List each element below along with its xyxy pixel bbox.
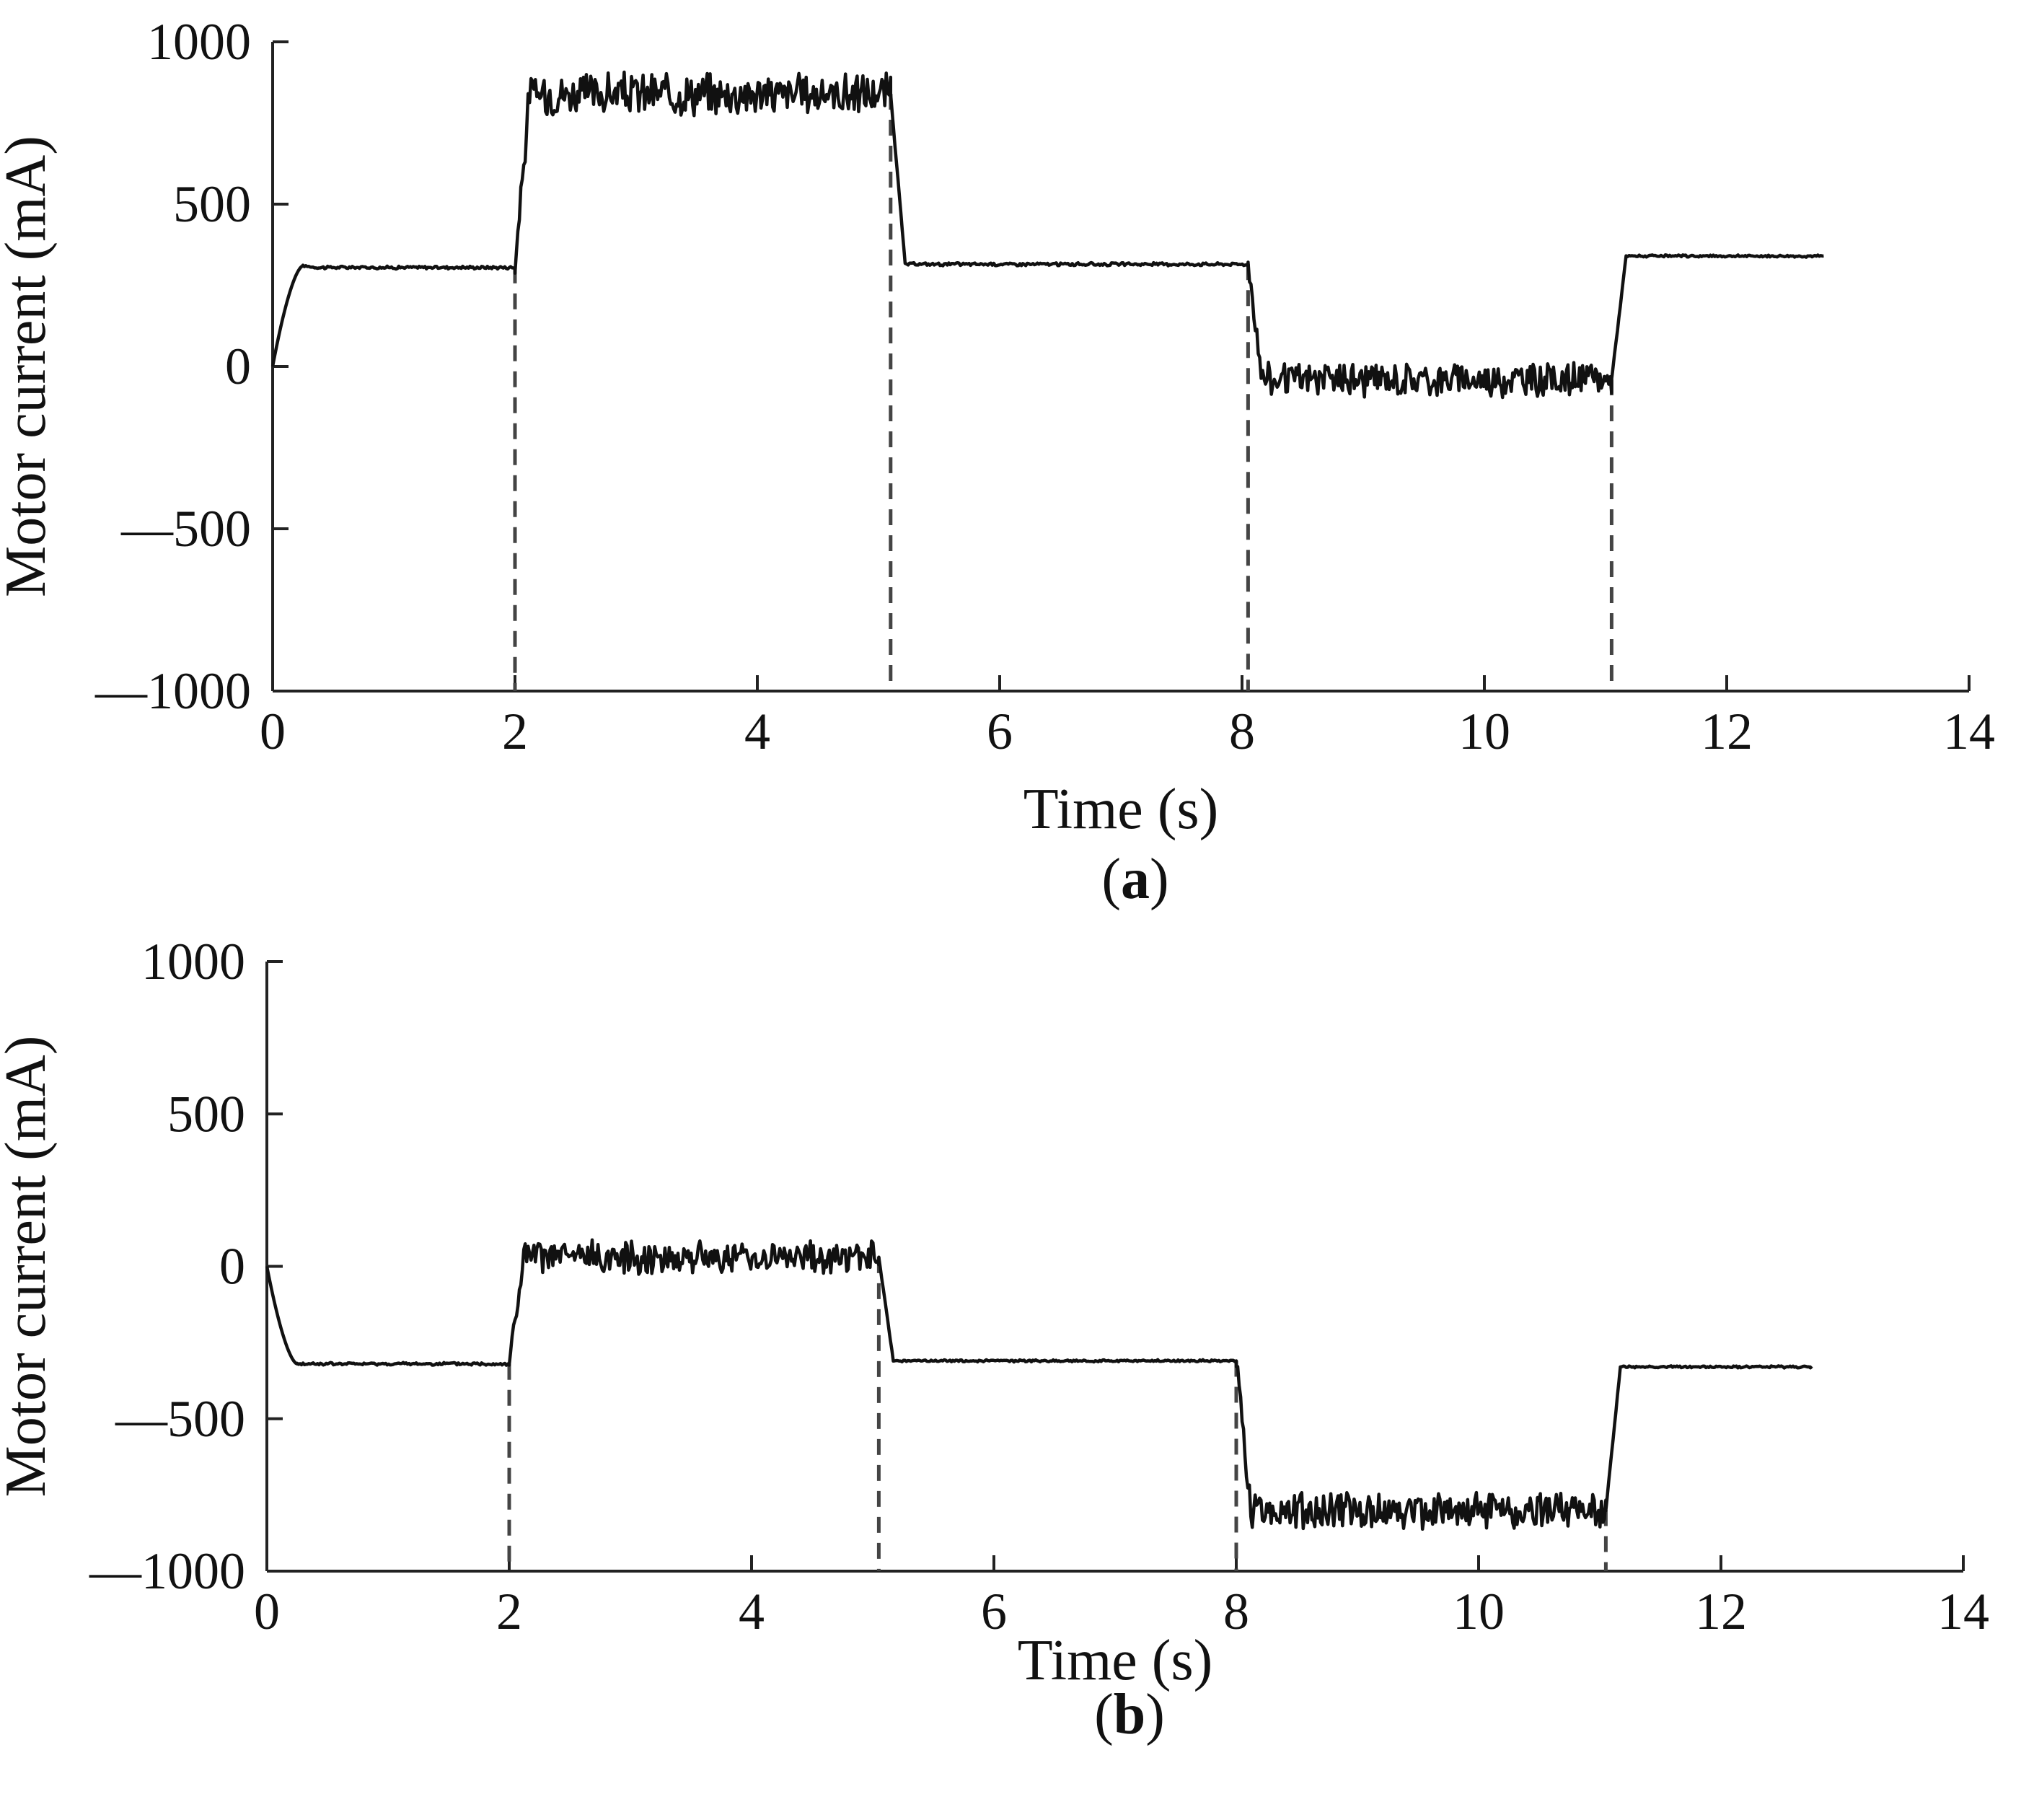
x-tick-label: 12 [1695,1583,1747,1640]
x-tick-label: 8 [1223,1583,1249,1640]
x-tick-label: 0 [260,703,286,760]
y-tick-label: —500 [120,500,251,558]
x-tick-label: 10 [1458,703,1510,760]
y-tick-label: 500 [167,1085,245,1143]
y-tick-label: —500 [115,1390,245,1448]
panel-label: (b) [1094,1683,1165,1746]
current-trace-line [270,70,1824,400]
x-tick-label: 2 [496,1583,522,1640]
y-tick-label: 0 [219,1238,245,1296]
x-tick-label: 6 [981,1583,1007,1640]
x-tick-label: 4 [739,1583,765,1640]
x-axis-title: Time (s) [1018,1629,1212,1692]
x-tick-label: 14 [1937,1583,1989,1640]
y-axis-title: Motor current (mA) [0,1036,58,1498]
panel-label: (a) [1101,848,1168,911]
current-trace-line [265,1238,1813,1531]
y-tick-label: 0 [225,338,251,395]
figure-panel-b: 1000 500 0 —500 —1000 0 2 4 6 8 10 12 14 Time (s) Moto… [0,920,2021,1820]
x-tick-label: 14 [1943,703,1995,760]
x-tick-label: 4 [744,703,770,760]
x-tick-label: 12 [1701,703,1753,760]
x-axis-title: Time (s) [1023,778,1218,841]
y-tick-label: 500 [173,175,251,233]
figure-panel-a: 1000 500 0 —500 —1000 0 2 4 6 8 10 12 14 Time (s) Moto… [0,13,1995,911]
x-tick-label: 8 [1229,703,1255,760]
y-tick-label: —1000 [89,1542,245,1600]
y-axis-title: Motor current (mA) [0,136,58,597]
x-tick-label: 6 [987,703,1013,760]
y-tick-label: 1000 [147,13,251,71]
x-tick-label: 10 [1453,1583,1505,1640]
x-tick-label: 2 [502,703,528,760]
x-tick-label: 0 [254,1583,280,1640]
y-tick-label: —1000 [94,662,251,720]
y-tick-label: 1000 [141,933,245,990]
